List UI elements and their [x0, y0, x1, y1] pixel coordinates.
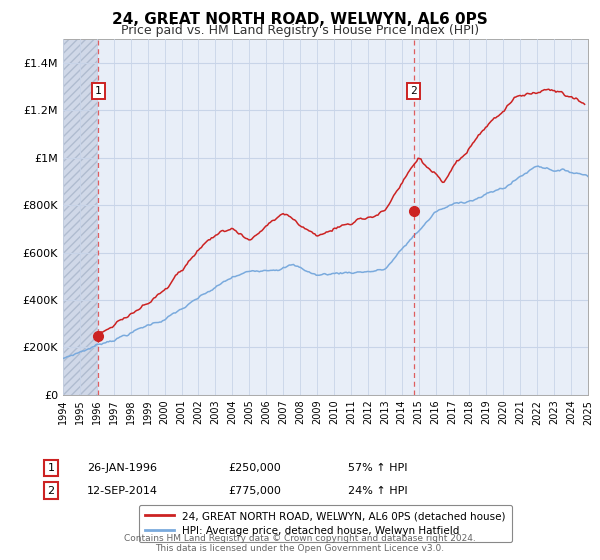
- Text: 24, GREAT NORTH ROAD, WELWYN, AL6 0PS: 24, GREAT NORTH ROAD, WELWYN, AL6 0PS: [112, 12, 488, 27]
- Text: £250,000: £250,000: [228, 463, 281, 473]
- Text: Contains HM Land Registry data © Crown copyright and database right 2024.
This d: Contains HM Land Registry data © Crown c…: [124, 534, 476, 553]
- Text: £775,000: £775,000: [228, 486, 281, 496]
- Text: 2: 2: [410, 86, 417, 96]
- Text: 12-SEP-2014: 12-SEP-2014: [87, 486, 158, 496]
- Text: 24% ↑ HPI: 24% ↑ HPI: [348, 486, 407, 496]
- Text: 26-JAN-1996: 26-JAN-1996: [87, 463, 157, 473]
- Text: 57% ↑ HPI: 57% ↑ HPI: [348, 463, 407, 473]
- Legend: 24, GREAT NORTH ROAD, WELWYN, AL6 0PS (detached house), HPI: Average price, deta: 24, GREAT NORTH ROAD, WELWYN, AL6 0PS (d…: [139, 505, 512, 543]
- Text: Price paid vs. HM Land Registry's House Price Index (HPI): Price paid vs. HM Land Registry's House …: [121, 24, 479, 36]
- Text: 1: 1: [47, 463, 55, 473]
- Text: 2: 2: [47, 486, 55, 496]
- Bar: [63, 39, 98, 395]
- Text: 1: 1: [95, 86, 101, 96]
